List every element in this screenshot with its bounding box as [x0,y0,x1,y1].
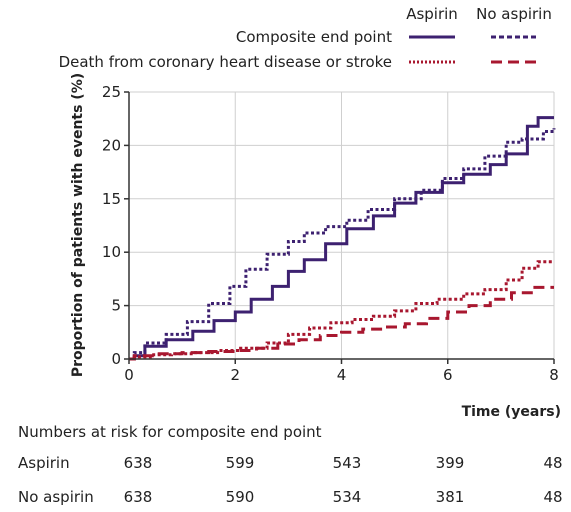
y-tick-label: 0 [111,350,121,368]
legend: Aspirin No aspirin Composite end point D… [59,5,552,71]
risk-cell: 543 [332,454,362,472]
risk-cell: 48 [543,454,563,472]
y-tick-label: 20 [102,136,121,154]
y-tick-label: 15 [102,190,121,208]
series-aspirin-composite [129,116,554,361]
legend-header-aspirin: Aspirin [406,5,458,23]
risk-row-label: No aspirin [18,488,94,506]
y-tick-label: 5 [111,297,121,315]
risk-cell: 599 [225,454,255,472]
risk-cell: 638 [123,488,153,506]
legend-label-composite: Composite end point [236,28,392,46]
risk-cell: 381 [435,488,465,506]
series-no-aspirin-composite [129,128,556,361]
x-tick-label: 2 [230,366,240,384]
y-tick-label: 25 [102,83,121,101]
series-no-aspirin-death [129,285,554,361]
y-axis-title: Proportion of patients with events (%) [70,73,86,377]
series-aspirin-death [129,260,554,361]
axes: 0 5 10 15 20 25 0 2 4 6 8 [102,83,559,384]
risk-cell: 534 [332,488,362,506]
y-tick-label: 10 [102,243,121,261]
risk-cell: 399 [435,454,465,472]
x-tick-label: 6 [443,366,453,384]
risk-cell: 638 [123,454,153,472]
risk-row: No aspirin 638 590 534 381 48 [0,488,571,508]
risk-cell: 48 [543,488,563,506]
legend-header-no-aspirin: No aspirin [476,5,552,23]
risk-cell: 590 [225,488,255,506]
risk-row: Aspirin 638 599 543 399 48 [0,454,571,474]
legend-label-death: Death from coronary heart disease or str… [59,53,392,71]
x-tick-label: 0 [124,366,134,384]
x-axis-title: Time (years) [462,404,561,420]
risk-table-title: Numbers at risk for composite end point [18,423,322,441]
km-chart: Aspirin No aspirin Composite end point D… [59,5,561,420]
risk-row-label: Aspirin [18,454,70,472]
x-tick-label: 4 [337,366,347,384]
series-lines [129,116,556,361]
x-tick-label: 8 [549,366,559,384]
